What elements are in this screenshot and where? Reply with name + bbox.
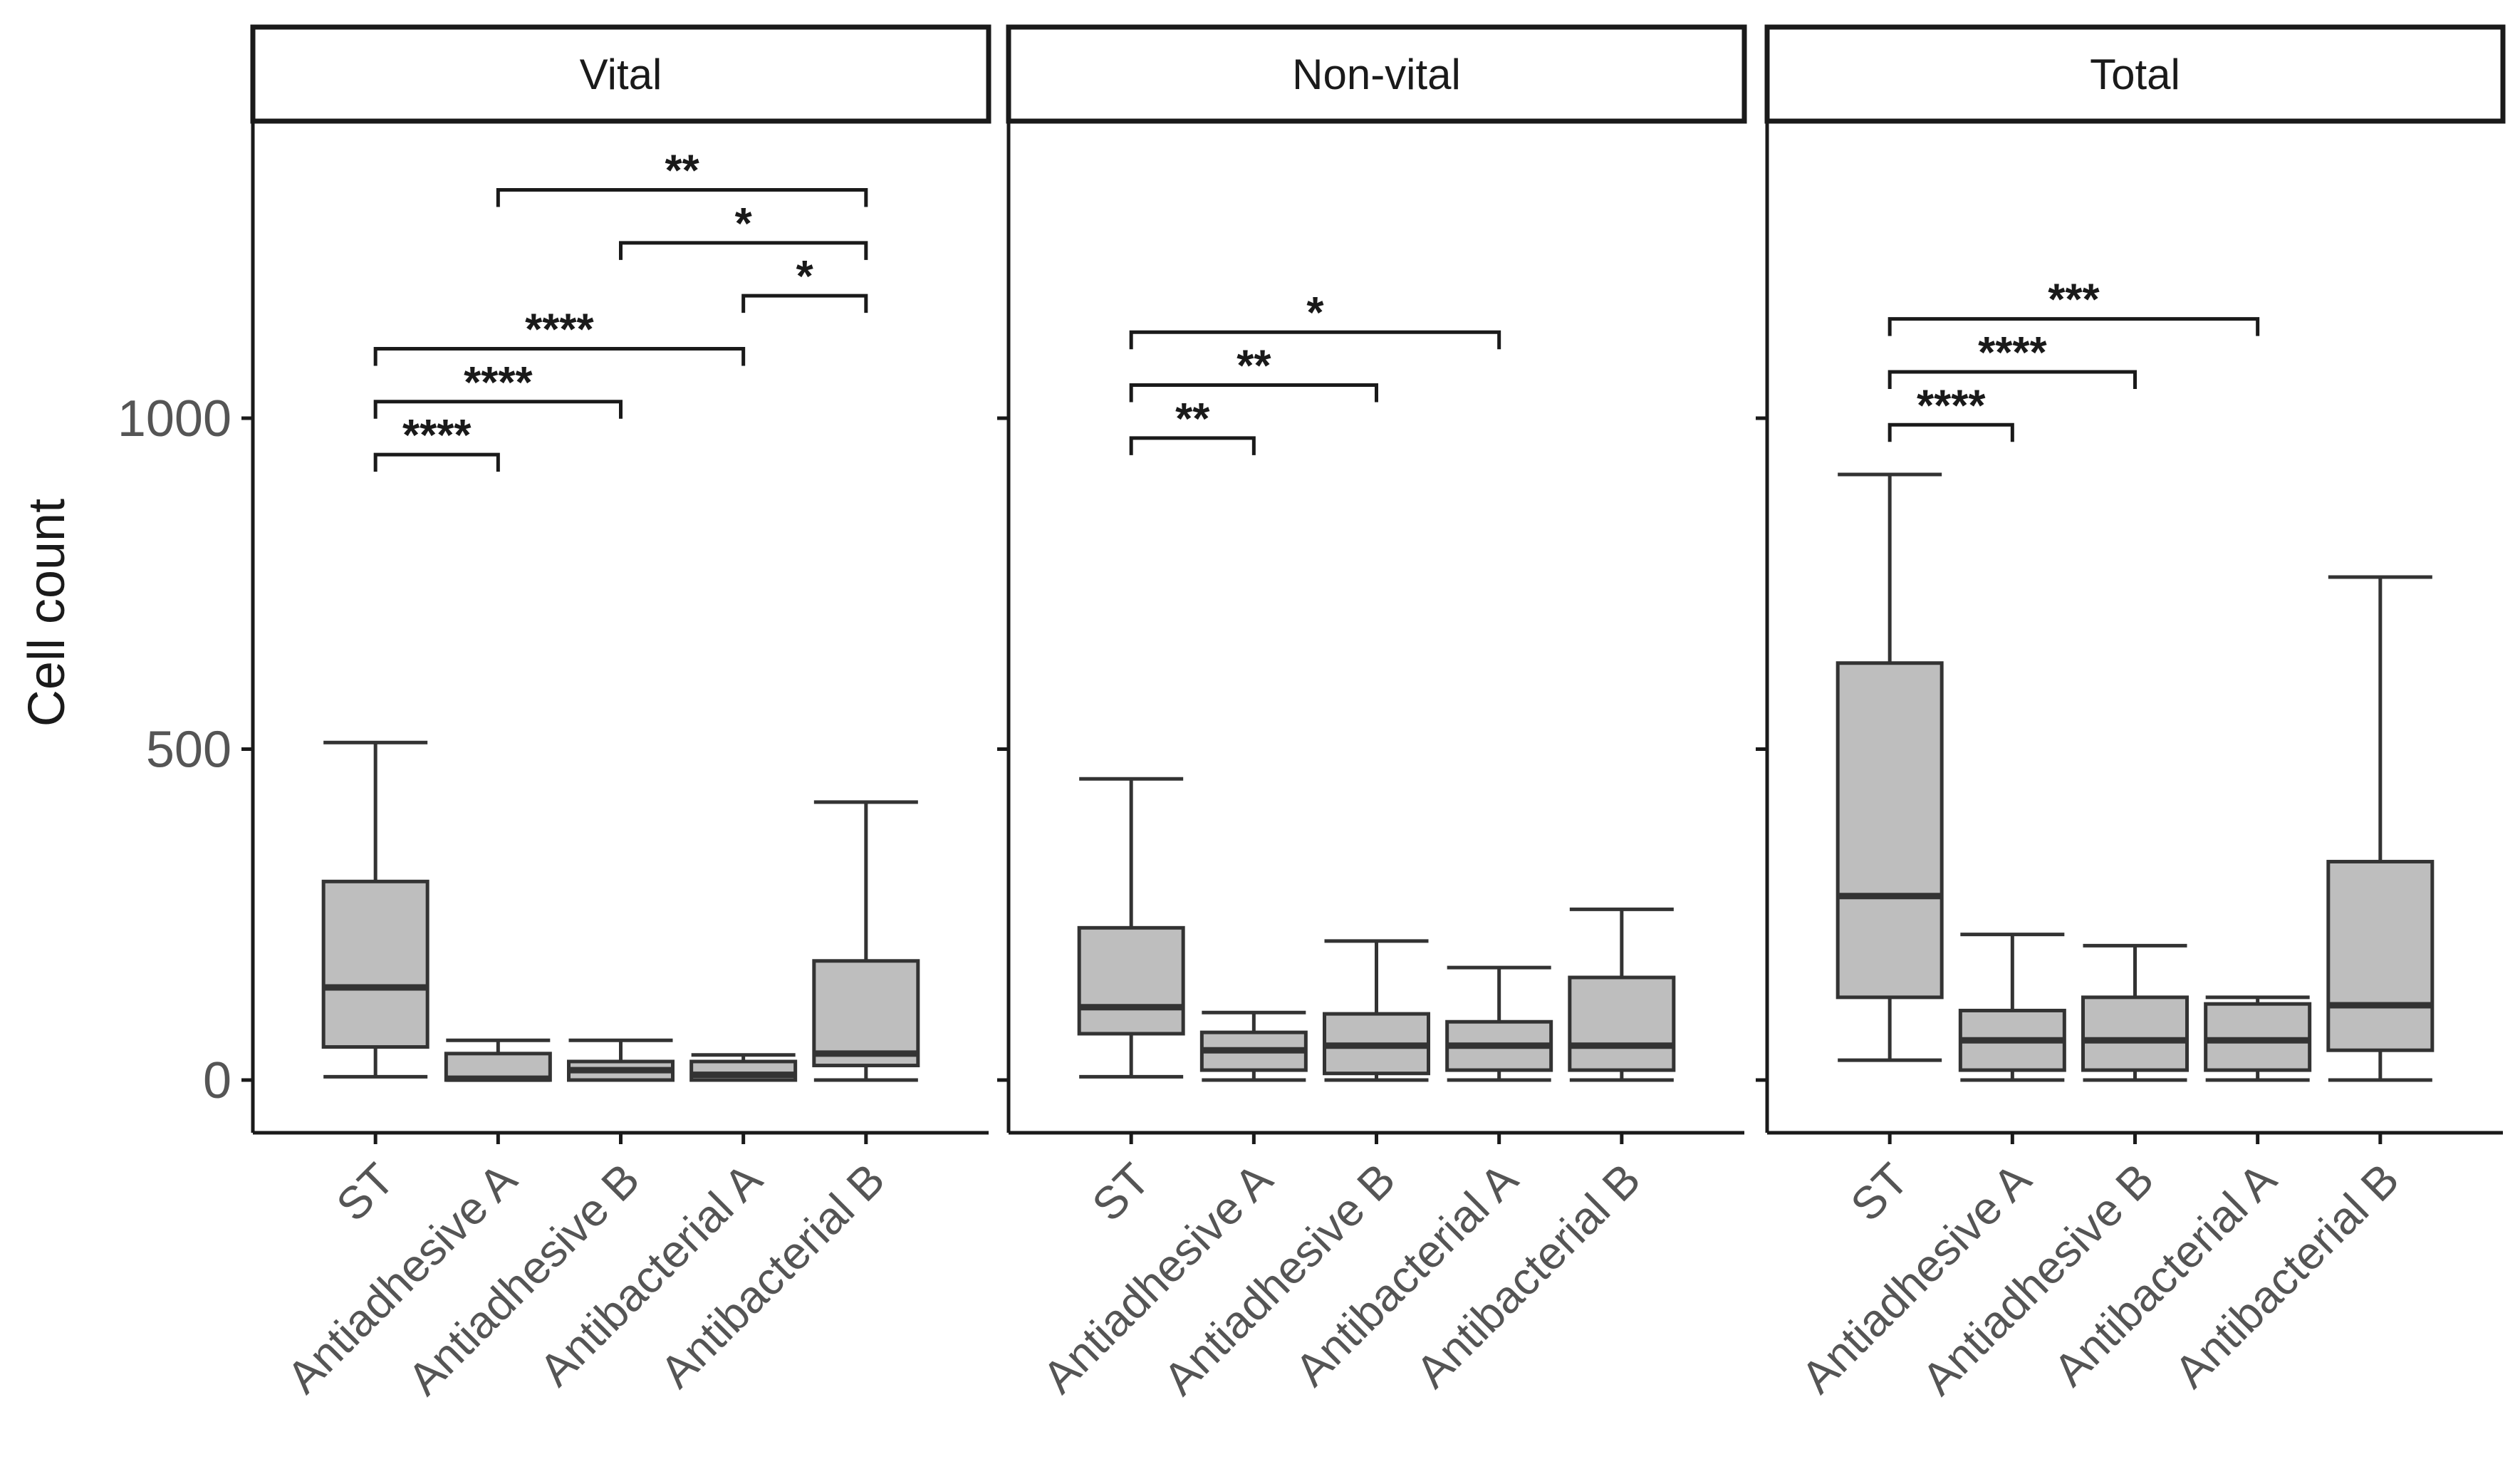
significance-label: ** xyxy=(665,146,699,195)
box-st xyxy=(1836,472,1944,1062)
y-tick-label: 500 xyxy=(146,722,231,779)
bracket-line xyxy=(1888,317,2260,336)
box-iqr xyxy=(321,879,429,1049)
panel-title: Total xyxy=(2090,51,2180,98)
box-antibacterial-a xyxy=(1445,965,1553,1082)
bracket-line xyxy=(373,346,746,366)
box-iqr xyxy=(2081,995,2189,1072)
box-iqr xyxy=(1077,925,1185,1036)
bracket-line xyxy=(741,294,868,313)
bracket-line xyxy=(1888,422,2014,442)
panel-strip xyxy=(1764,24,2506,124)
box-antiadhesive-b xyxy=(1323,939,1430,1082)
panel-title: Non-vital xyxy=(1292,51,1461,98)
box-iqr xyxy=(2326,859,2435,1052)
bracket-line xyxy=(1888,370,2137,389)
significance-bracket: **** xyxy=(1888,328,2137,389)
significance-bracket: ** xyxy=(496,146,868,207)
box-iqr xyxy=(1836,661,1944,1000)
box-iqr xyxy=(2204,1002,2312,1072)
x-tick-label: Antibacterial B xyxy=(1406,1153,1650,1398)
x-tick-label: ST xyxy=(1082,1153,1160,1231)
panel-strip xyxy=(1006,24,1747,124)
panel-strip xyxy=(250,24,991,124)
significance-bracket: * xyxy=(1129,289,1501,350)
panel-title: Vital xyxy=(580,51,662,98)
box-antibacterial-b xyxy=(812,800,920,1082)
bracket-line xyxy=(1129,436,1256,455)
significance-bracket: *** xyxy=(1888,276,2260,336)
significance-bracket: ** xyxy=(1129,395,1256,455)
box-antiadhesive-a xyxy=(1958,933,2066,1082)
y-tick-label: 0 xyxy=(203,1052,231,1109)
box-st xyxy=(321,740,429,1079)
box-antibacterial-a xyxy=(2204,995,2312,1082)
significance-label: **** xyxy=(402,411,472,460)
bracket-line xyxy=(1129,383,1378,403)
y-axis-label: Cell count xyxy=(19,499,76,727)
x-tick-label: ST xyxy=(1840,1153,1918,1231)
significance-bracket: **** xyxy=(373,411,500,472)
significance-bracket: **** xyxy=(373,358,623,419)
box-iqr xyxy=(1568,975,1676,1072)
bracket-line xyxy=(1129,330,1501,350)
box-antiadhesive-b xyxy=(2081,943,2189,1082)
box-antiadhesive-a xyxy=(1199,1010,1308,1082)
significance-label: ** xyxy=(1236,342,1271,391)
significance-bracket: * xyxy=(741,252,868,313)
x-tick-label: ST xyxy=(326,1153,404,1231)
box-antibacterial-b xyxy=(1568,907,1676,1082)
box-antiadhesive-b xyxy=(567,1038,675,1082)
x-tick-label: Antibacterial A xyxy=(2043,1153,2286,1396)
box-antibacterial-a xyxy=(689,1053,798,1082)
bracket-line xyxy=(496,187,868,207)
x-tick-label: Antibacterial B xyxy=(2165,1153,2409,1398)
x-tick-label: Antibacterial A xyxy=(1285,1153,1527,1396)
x-tick-label: Antibacterial B xyxy=(650,1153,895,1398)
significance-bracket: **** xyxy=(373,305,746,366)
box-iqr xyxy=(812,959,920,1068)
significance-bracket: * xyxy=(619,199,868,260)
box-antiadhesive-a xyxy=(444,1038,552,1082)
box-antibacterial-b xyxy=(2326,575,2435,1082)
significance-label: * xyxy=(1306,289,1324,338)
significance-label: ** xyxy=(1175,395,1210,444)
significance-label: * xyxy=(735,199,753,249)
box-st xyxy=(1077,777,1185,1079)
significance-label: * xyxy=(796,252,814,301)
y-tick-label: 1000 xyxy=(118,390,231,447)
significance-bracket: ** xyxy=(1129,342,1378,403)
significance-bracket: **** xyxy=(1888,381,2014,442)
bracket-line xyxy=(373,400,623,419)
bracket-line xyxy=(373,452,500,472)
x-tick-label: Antibacterial A xyxy=(529,1153,771,1396)
significance-label: **** xyxy=(1917,381,1986,430)
significance-label: **** xyxy=(1978,328,2047,378)
bracket-line xyxy=(619,241,868,260)
significance-label: *** xyxy=(2048,276,2100,325)
significance-label: **** xyxy=(464,358,533,408)
significance-label: **** xyxy=(525,305,594,354)
